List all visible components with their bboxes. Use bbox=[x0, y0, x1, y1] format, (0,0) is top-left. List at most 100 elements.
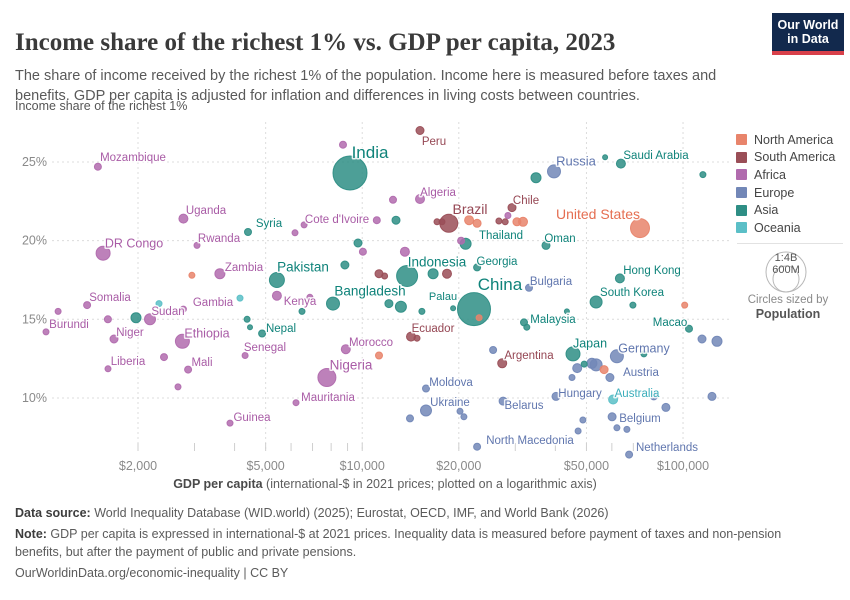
country-label-north-macedonia[interactable]: North Macedonia bbox=[485, 434, 576, 449]
data-point-unlabeled[interactable] bbox=[602, 154, 609, 161]
country-label-ukraine[interactable]: Ukraine bbox=[429, 396, 472, 411]
data-point-india[interactable] bbox=[332, 155, 368, 191]
data-point-somalia[interactable] bbox=[83, 301, 92, 310]
data-point-ukraine[interactable] bbox=[420, 404, 432, 417]
country-label-nigeria[interactable]: Nigeria bbox=[328, 356, 374, 374]
data-point-niger[interactable] bbox=[109, 334, 119, 344]
data-point-austria[interactable] bbox=[605, 373, 615, 382]
data-point-unlabeled[interactable] bbox=[174, 383, 182, 391]
country-label-china[interactable]: China bbox=[476, 273, 524, 295]
data-point-russia[interactable] bbox=[547, 164, 561, 179]
data-point-unlabeled[interactable] bbox=[530, 172, 542, 184]
data-point-mauritania[interactable] bbox=[292, 399, 300, 407]
data-point-unlabeled[interactable] bbox=[160, 353, 168, 362]
data-point-chile[interactable] bbox=[507, 203, 517, 213]
legend-item-south-america[interactable]: South America bbox=[736, 149, 835, 167]
data-point-unlabeled[interactable] bbox=[399, 246, 410, 257]
legend-item-oceania[interactable]: Oceania bbox=[736, 219, 835, 237]
data-point-unlabeled[interactable] bbox=[574, 427, 582, 435]
data-point-moldova[interactable] bbox=[422, 384, 430, 393]
country-label-syria[interactable]: Syria bbox=[254, 217, 284, 232]
data-point-algeria[interactable] bbox=[415, 194, 425, 204]
data-point-unlabeled[interactable] bbox=[504, 212, 512, 219]
data-point-belgium[interactable] bbox=[607, 412, 617, 422]
data-point-unlabeled[interactable] bbox=[681, 301, 689, 309]
data-point-unlabeled[interactable] bbox=[512, 217, 522, 227]
data-point-china[interactable] bbox=[457, 292, 491, 327]
country-label-morocco[interactable]: Morocco bbox=[347, 336, 394, 351]
data-point-unlabeled[interactable] bbox=[495, 217, 503, 225]
country-label-belgium[interactable]: Belgium bbox=[618, 412, 663, 427]
data-point-unlabeled[interactable] bbox=[568, 374, 576, 381]
data-point-unlabeled[interactable] bbox=[236, 294, 244, 302]
country-label-south-korea[interactable]: South Korea bbox=[599, 286, 667, 301]
country-label-hungary[interactable]: Hungary bbox=[557, 387, 604, 402]
data-point-unlabeled[interactable] bbox=[394, 300, 407, 313]
data-point-unlabeled[interactable] bbox=[306, 293, 314, 301]
data-point-unlabeled[interactable] bbox=[707, 391, 717, 401]
data-point-peru[interactable] bbox=[415, 126, 425, 135]
data-point-unlabeled[interactable] bbox=[613, 424, 621, 432]
data-point-zambia[interactable] bbox=[214, 268, 226, 280]
data-point-mali[interactable] bbox=[184, 365, 193, 374]
data-point-unlabeled[interactable] bbox=[572, 363, 583, 374]
country-label-guinea[interactable]: Guinea bbox=[232, 411, 273, 426]
data-point-unlabeled[interactable] bbox=[456, 407, 464, 415]
data-point-japan[interactable] bbox=[565, 346, 581, 362]
data-point-unlabeled[interactable] bbox=[381, 272, 389, 280]
data-point-unlabeled[interactable] bbox=[247, 324, 253, 331]
data-point-guinea[interactable] bbox=[226, 419, 234, 427]
data-point-unlabeled[interactable] bbox=[188, 271, 196, 279]
data-point-unlabeled[interactable] bbox=[457, 236, 466, 245]
data-point-unlabeled[interactable] bbox=[413, 334, 421, 342]
country-label-kenya[interactable]: Kenya bbox=[282, 295, 318, 310]
country-label-japan[interactable]: Japan bbox=[571, 335, 608, 352]
data-point-unlabeled[interactable] bbox=[298, 307, 306, 315]
owid-logo[interactable]: Our World in Data bbox=[772, 13, 844, 55]
country-label-somalia[interactable]: Somalia bbox=[88, 291, 133, 306]
data-point-unlabeled[interactable] bbox=[661, 402, 671, 412]
data-point-unlabeled[interactable] bbox=[697, 334, 707, 344]
data-point-mozambique[interactable] bbox=[93, 162, 102, 171]
legend-item-africa[interactable]: Africa bbox=[736, 166, 835, 184]
data-point-germany[interactable] bbox=[609, 349, 624, 364]
country-label-ethiopia[interactable]: Ethiopia bbox=[183, 325, 231, 342]
data-point-sudan[interactable] bbox=[144, 313, 156, 326]
country-label-sudan[interactable]: Sudan bbox=[150, 305, 186, 320]
country-label-netherlands[interactable]: Netherlands bbox=[634, 441, 699, 456]
data-point-macao[interactable] bbox=[685, 324, 693, 333]
data-point-pakistan[interactable] bbox=[268, 272, 285, 288]
data-point-australia[interactable] bbox=[608, 394, 619, 405]
country-label-rwanda[interactable]: Rwanda bbox=[196, 232, 242, 247]
data-point-unlabeled[interactable] bbox=[291, 229, 299, 237]
country-label-russia[interactable]: Russia bbox=[555, 152, 599, 170]
country-label-mauritania[interactable]: Mauritania bbox=[300, 391, 357, 406]
data-point-unlabeled[interactable] bbox=[418, 307, 426, 315]
country-label-malaysia[interactable]: Malaysia bbox=[529, 313, 578, 328]
data-point-unlabeled[interactable] bbox=[649, 392, 658, 401]
country-label-ecuador[interactable]: Ecuador bbox=[410, 322, 456, 337]
country-label-bangladesh[interactable]: Bangladesh bbox=[333, 282, 407, 300]
data-point-unlabeled[interactable] bbox=[54, 307, 62, 315]
country-label-brazil[interactable]: Brazil bbox=[451, 199, 489, 218]
country-label-thailand[interactable]: Thailand bbox=[477, 229, 524, 244]
country-label-austria[interactable]: Austria bbox=[622, 366, 661, 381]
data-point-unlabeled[interactable] bbox=[640, 350, 648, 358]
data-point-unlabeled[interactable] bbox=[243, 315, 251, 323]
data-point-liberia[interactable] bbox=[104, 365, 112, 373]
data-point-kenya[interactable] bbox=[271, 290, 282, 301]
country-label-zambia[interactable]: Zambia bbox=[223, 261, 265, 276]
data-point-indonesia[interactable] bbox=[396, 265, 419, 287]
country-label-moldova[interactable]: Moldova bbox=[428, 376, 475, 391]
country-label-palau[interactable]: Palau bbox=[427, 289, 458, 304]
legend-item-europe[interactable]: Europe bbox=[736, 184, 835, 202]
data-point-unlabeled[interactable] bbox=[427, 268, 439, 280]
country-label-germany[interactable]: Germany bbox=[617, 340, 672, 357]
data-point-burundi[interactable] bbox=[42, 328, 50, 336]
country-label-bulgaria[interactable]: Bulgaria bbox=[528, 275, 574, 290]
data-point-saudi-arabia[interactable] bbox=[615, 158, 626, 169]
data-point-unlabeled[interactable] bbox=[599, 365, 609, 375]
country-label-belarus[interactable]: Belarus bbox=[503, 399, 545, 414]
data-point-unlabeled[interactable] bbox=[155, 300, 163, 308]
country-label-gambia[interactable]: Gambia bbox=[191, 296, 235, 311]
